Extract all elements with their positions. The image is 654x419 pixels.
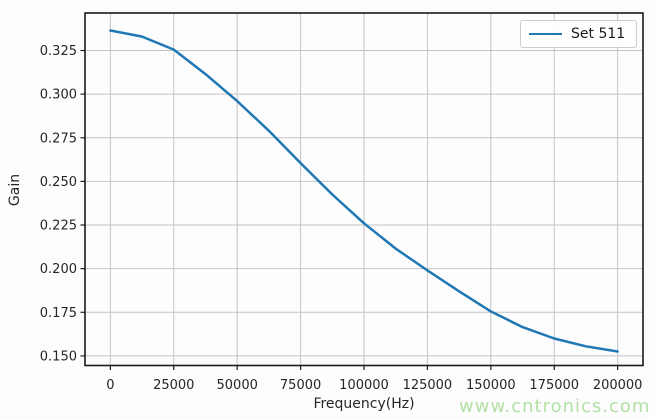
- x-tick-label: 75000: [280, 378, 321, 393]
- x-tick-label: 200000: [593, 378, 643, 393]
- y-axis-label: Gain: [7, 173, 23, 207]
- y-tick-label: 0.325: [40, 44, 77, 59]
- x-tick-label: 125000: [403, 378, 453, 393]
- x-tick-label: 150000: [466, 378, 516, 393]
- y-tick-label: 0.275: [40, 131, 77, 146]
- legend-line-swatch: [529, 33, 562, 35]
- y-tick-label: 0.225: [40, 219, 77, 234]
- legend-entry-label: Set 511: [571, 26, 626, 42]
- watermark-text: www.cntronics.com: [459, 396, 651, 417]
- legend-box: Set 511: [520, 20, 638, 48]
- y-tick-label: 0.200: [40, 262, 77, 277]
- series-line: [109, 29, 619, 353]
- x-axis-label: Frequency(Hz): [313, 396, 415, 412]
- x-tick-label: 175000: [529, 378, 579, 393]
- y-tick-label: 0.250: [40, 175, 77, 190]
- y-tick-label: 0.150: [40, 349, 77, 364]
- y-tick-label: 0.300: [40, 88, 77, 103]
- x-tick-label: 50000: [217, 378, 258, 393]
- x-tick-label: 0: [106, 378, 114, 393]
- x-tick-label: 100000: [339, 378, 389, 393]
- y-tick-label: 0.175: [40, 306, 77, 321]
- x-tick-label: 25000: [153, 378, 194, 393]
